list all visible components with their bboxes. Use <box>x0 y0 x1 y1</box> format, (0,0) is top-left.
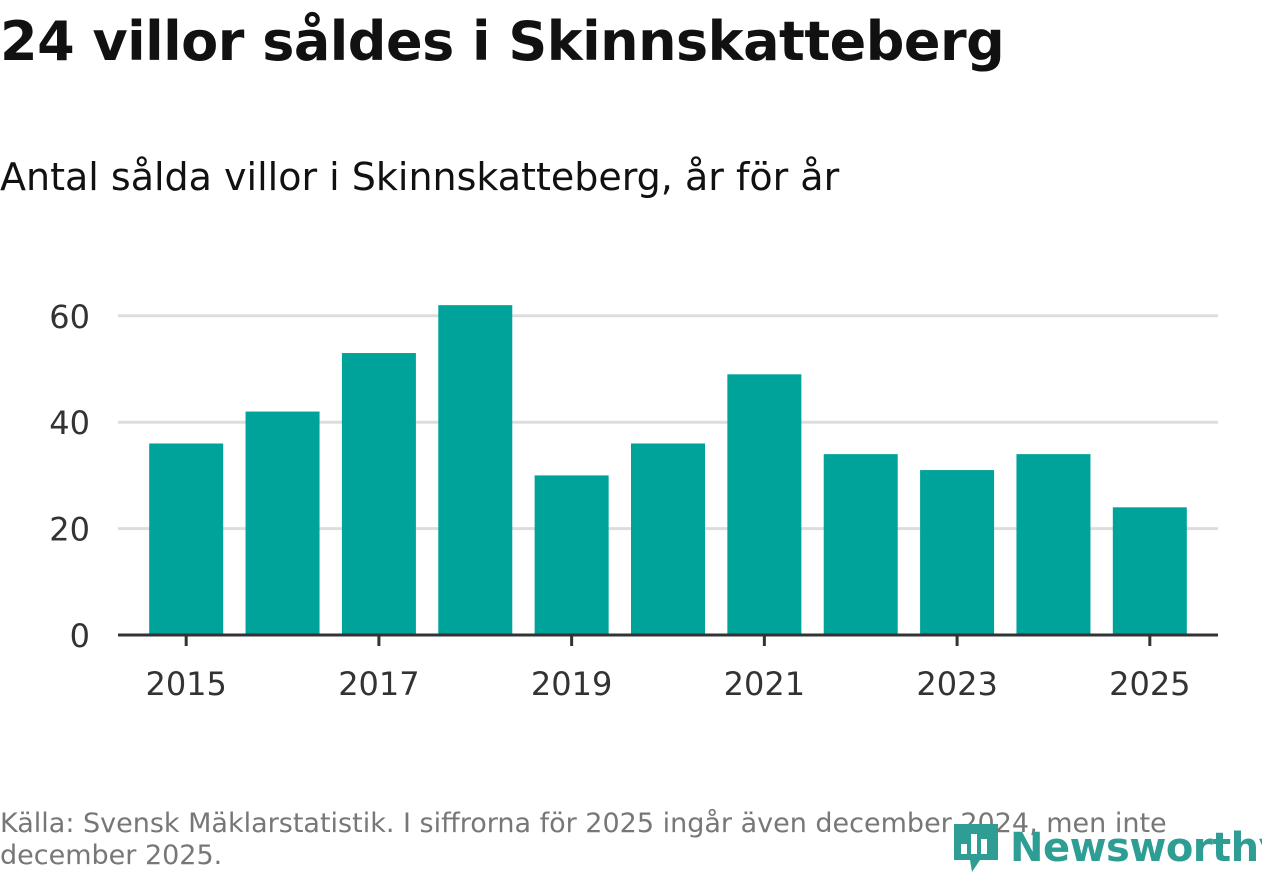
bar-2024 <box>1016 454 1091 635</box>
chart-subtitle: Antal sålda villor i Skinnskatteberg, år… <box>0 155 840 199</box>
y-tick-label-60: 60 <box>49 298 90 336</box>
bar-2025 <box>1112 507 1187 635</box>
bar-2018 <box>438 305 513 635</box>
bars <box>149 305 1187 635</box>
x-tick-label-2021: 2021 <box>724 665 805 703</box>
bar-2016 <box>245 411 320 635</box>
x-tick-label-2015: 2015 <box>145 665 226 703</box>
x-tick-label-2023: 2023 <box>916 665 997 703</box>
x-tick-label-2025: 2025 <box>1109 665 1190 703</box>
x-tick-label-2019: 2019 <box>531 665 612 703</box>
y-tick-label-0: 0 <box>70 617 90 655</box>
y-tick-label-20: 20 <box>49 511 90 549</box>
bar-2021 <box>727 374 802 635</box>
bar-chart: 0 20 40 60 2015 2017 2019 2021 2023 2025 <box>49 298 1218 703</box>
y-axis-labels: 0 20 40 60 <box>49 298 90 655</box>
bar-2015 <box>149 443 224 635</box>
bar-2019 <box>534 475 609 635</box>
bar-2023 <box>920 470 995 635</box>
x-axis <box>118 633 1218 646</box>
newsworthy-logo[interactable]: Newsworthy <box>950 820 1262 876</box>
bar-2022 <box>823 454 898 635</box>
bar-2020 <box>631 443 705 635</box>
bar-chart-speech-bubble-icon <box>954 824 998 872</box>
bar-2017 <box>341 353 416 635</box>
x-axis-labels: 2015 2017 2019 2021 2023 2025 <box>145 665 1190 703</box>
y-tick-label-40: 40 <box>49 404 90 442</box>
chart-title: 24 villor såldes i Skinnskatteberg <box>0 10 1005 73</box>
x-tick-label-2017: 2017 <box>338 665 419 703</box>
brand-name: Newsworthy <box>1010 825 1262 871</box>
